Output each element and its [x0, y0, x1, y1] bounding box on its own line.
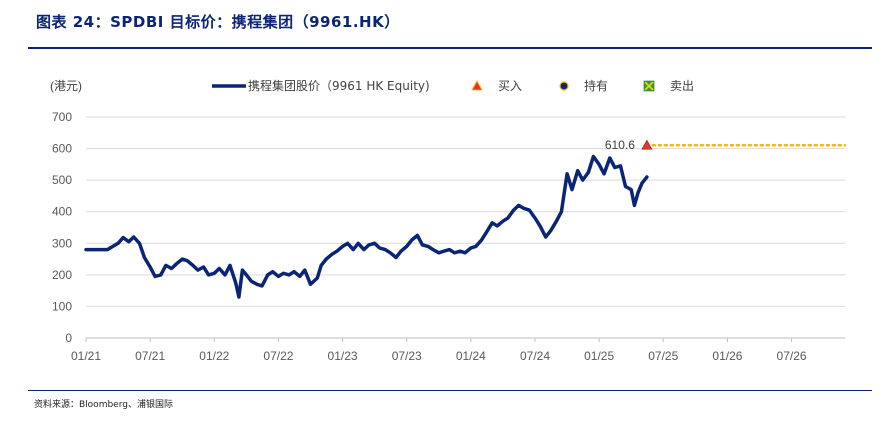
- target-price-label: 610.6: [605, 138, 635, 152]
- x-tick-label: 07/24: [520, 349, 550, 363]
- legend-label-hold: 持有: [584, 78, 608, 93]
- y-tick-label: 500: [52, 173, 72, 187]
- y-axis-label: (港元): [50, 79, 82, 93]
- price-line: [84, 154, 649, 299]
- x-tick-label: 01/26: [712, 349, 742, 363]
- legend-label-sell: 卖出: [670, 79, 694, 93]
- x-tick-label: 07/23: [392, 349, 422, 363]
- title-rule: [28, 47, 872, 49]
- legend-hold-icon: [559, 81, 569, 91]
- x-tick-label: 07/26: [777, 349, 807, 363]
- grid-lines: [86, 116, 845, 339]
- x-tick-label: 07/21: [135, 349, 165, 363]
- y-tick-label: 100: [52, 299, 72, 313]
- source-rule: [28, 390, 872, 391]
- x-tick-label: 07/22: [263, 349, 293, 363]
- x-axis-ticks: 01/21 07/21 01/22 07/22 01/23 07/23 01/24 07/24…: [71, 338, 807, 363]
- x-tick-label: 07/25: [648, 349, 678, 363]
- x-tick-label: 01/24: [456, 349, 486, 363]
- y-tick-label: 200: [52, 268, 72, 282]
- legend-label-buy: 买入: [498, 79, 522, 93]
- x-tick-label: 01/25: [584, 349, 614, 363]
- figure-title: 图表 24：SPDBI 目标价：携程集团（9961.HK）: [36, 13, 400, 31]
- y-tick-label: 700: [52, 110, 72, 124]
- x-tick-label: 01/22: [199, 349, 229, 363]
- legend: 携程集团股价（9961 HK Equity) 买入 持有 卖出: [212, 78, 694, 93]
- y-tick-label: 600: [52, 142, 72, 156]
- legend-buy-icon: [471, 80, 483, 91]
- y-axis-ticks: 0 100 200 300 400 500 600 700: [52, 110, 72, 345]
- y-tick-label: 400: [52, 205, 72, 219]
- legend-sell-cross: [644, 81, 654, 91]
- buy-marker-icon: [641, 139, 653, 150]
- target-price-chart: 0 100 200 300 400 500 600 700 01/21 07/21 01/22 07…: [50, 78, 847, 363]
- y-tick-label: 0: [65, 331, 72, 345]
- legend-label-price: 携程集团股价（9961 HK Equity): [248, 78, 430, 93]
- x-tick-label: 01/23: [328, 349, 358, 363]
- y-tick-label: 300: [52, 236, 72, 250]
- rating-markers: 610.6: [605, 138, 847, 152]
- source-note: 资料来源：Bloomberg、浦银国际: [34, 400, 173, 410]
- x-tick-label: 01/21: [71, 349, 101, 363]
